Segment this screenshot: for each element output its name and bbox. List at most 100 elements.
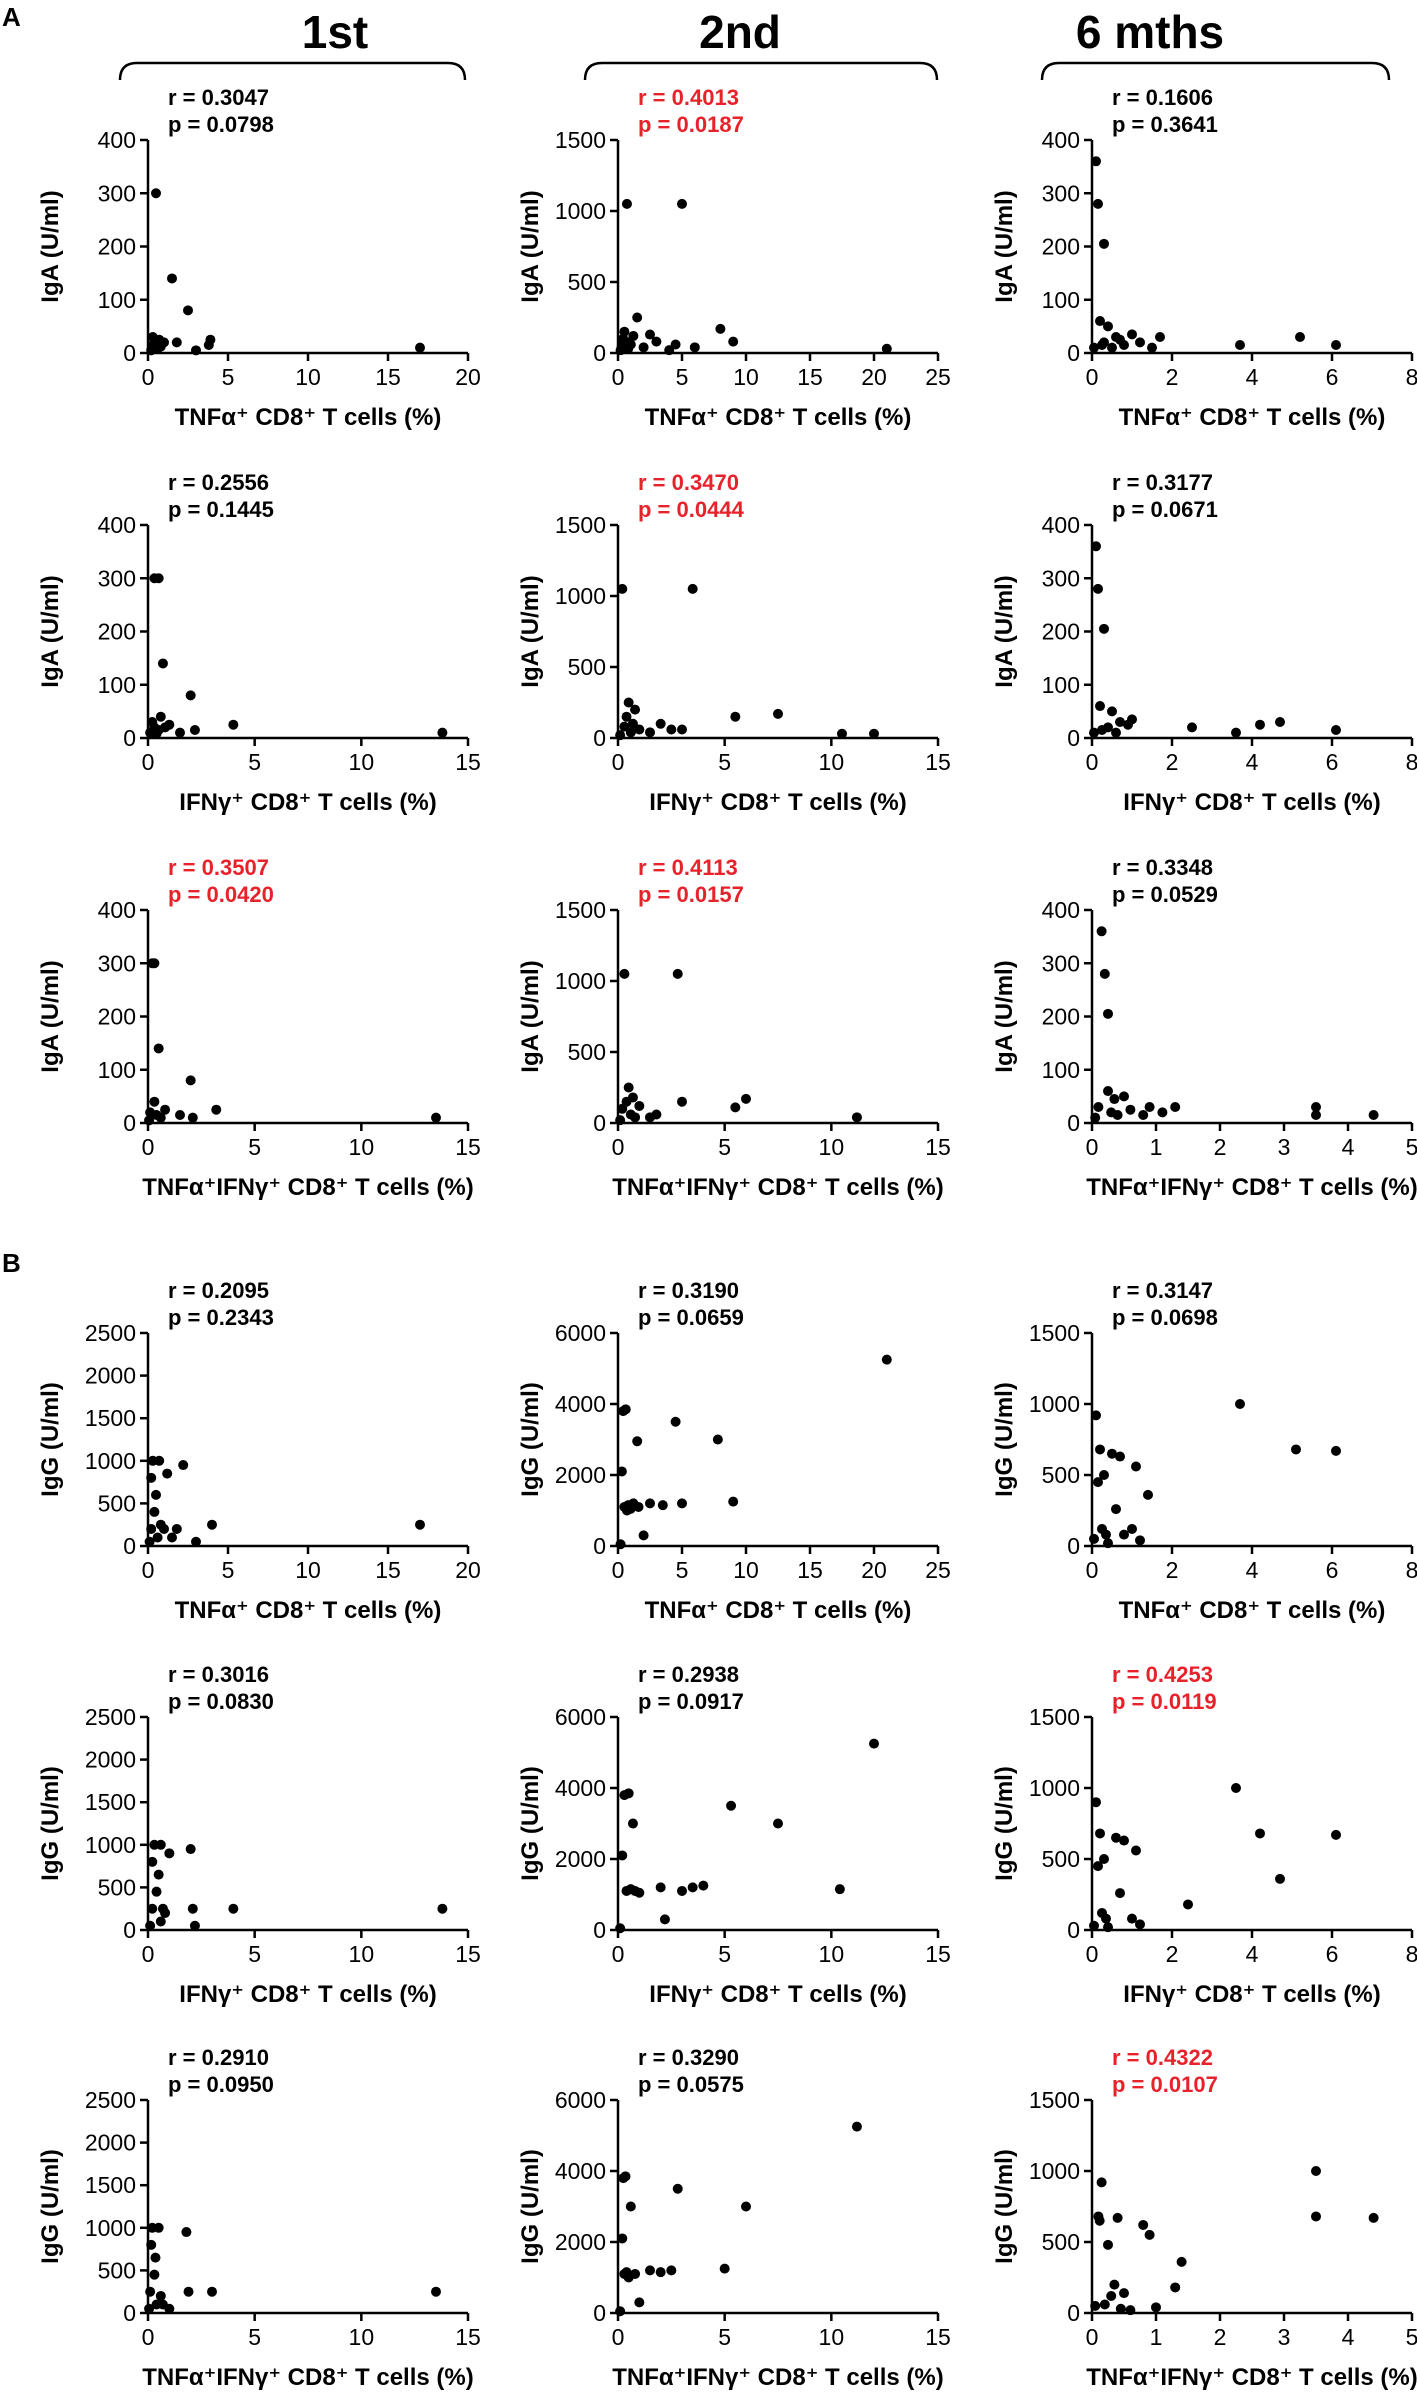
y-tick-label: 0 — [123, 1917, 136, 1943]
y-tick-label: 200 — [1042, 619, 1080, 645]
y-axis-label: IgG (U/ml) — [991, 1766, 1018, 1881]
data-point — [677, 1498, 687, 1509]
data-point — [164, 719, 175, 730]
data-point — [159, 337, 169, 348]
data-point — [621, 198, 632, 209]
data-point — [615, 1923, 626, 1934]
data-point — [1115, 1888, 1125, 1899]
x-axis-label: TNFα⁺ CD8⁺ T cells (%) — [175, 1597, 442, 1624]
y-tick-label: 1500 — [1029, 2087, 1080, 2113]
y-axis-label: IgA (U/ml) — [517, 190, 544, 302]
data-point — [1109, 2279, 1120, 2290]
correlation-r: r = 0.3177 — [1112, 470, 1213, 495]
y-tick-label: 500 — [98, 1874, 136, 1900]
y-tick-label: 2000 — [555, 2229, 606, 2255]
data-point — [617, 583, 628, 594]
correlation-r: r = 0.4113 — [638, 855, 738, 880]
data-point — [1103, 1922, 1113, 1933]
data-point — [628, 330, 639, 341]
x-tick-label: 25 — [925, 364, 951, 390]
data-point — [1331, 1445, 1341, 1456]
p-value: p = 0.0798 — [168, 112, 274, 137]
data-point — [205, 334, 216, 345]
data-point — [1131, 1461, 1141, 1472]
x-tick-label: 5 — [248, 749, 261, 775]
data-point — [167, 1532, 177, 1543]
x-tick-label: 6 — [1326, 364, 1339, 390]
data-point — [881, 1354, 892, 1365]
data-point — [620, 2171, 631, 2182]
data-point — [147, 1903, 158, 1914]
data-point — [689, 342, 700, 353]
data-point — [153, 1869, 164, 1880]
data-point — [1091, 156, 1101, 167]
y-tick-label: 500 — [1042, 1462, 1080, 1488]
x-tick-label: 5 — [676, 364, 689, 390]
x-tick-label: 0 — [612, 2324, 625, 2350]
data-point — [1125, 2305, 1136, 2316]
data-point — [1093, 198, 1103, 209]
data-point — [615, 2306, 626, 2317]
data-point — [1119, 1835, 1129, 1846]
x-axis-label: IFNγ⁺ CD8⁺ T cells (%) — [179, 789, 436, 816]
y-tick-label: 0 — [123, 340, 136, 366]
y-tick-label: 300 — [1042, 180, 1080, 206]
data-point — [615, 1539, 626, 1550]
data-point — [155, 711, 166, 722]
y-tick-label: 6000 — [555, 1320, 606, 1346]
data-point — [1095, 1828, 1105, 1839]
data-point — [207, 1519, 217, 1530]
data-point — [1176, 2256, 1187, 2267]
data-point — [659, 1914, 670, 1925]
x-axis-label: TNFα⁺IFNγ⁺ CD8⁺ T cells (%) — [612, 2364, 943, 2391]
x-tick-label: 4 — [1342, 1134, 1355, 1160]
x-tick-label: 20 — [455, 364, 481, 390]
x-tick-label: 15 — [925, 749, 951, 775]
data-point — [615, 730, 626, 741]
x-tick-label: 3 — [1278, 2324, 1291, 2350]
data-point — [1089, 342, 1099, 353]
data-point — [1112, 1110, 1123, 1121]
data-point — [619, 968, 630, 979]
x-tick-label: 0 — [1086, 364, 1099, 390]
y-tick-label: 0 — [1067, 1533, 1080, 1559]
data-point — [630, 704, 641, 715]
y-tick-label: 100 — [1042, 287, 1080, 313]
data-point — [617, 2233, 628, 2244]
data-point — [837, 728, 847, 739]
x-axis-label: IFNγ⁺ CD8⁺ T cells (%) — [649, 1981, 906, 2008]
data-point — [1311, 2166, 1321, 2176]
data-point — [1096, 926, 1107, 937]
x-axis-label: IFNγ⁺ CD8⁺ T cells (%) — [649, 789, 906, 816]
column-bracket-1st — [118, 61, 467, 81]
data-point — [153, 1043, 164, 1054]
scatter-plot-b31: 0 500 1000 1500 2000 2500 0 5 10 15 TNFα⁺IFNγ⁺ CD8… — [37, 2045, 481, 2391]
data-point — [730, 711, 741, 722]
data-point — [851, 2121, 862, 2132]
data-point — [1091, 541, 1101, 552]
x-tick-label: 8 — [1406, 1557, 1417, 1583]
data-point — [171, 337, 182, 348]
y-tick-label: 300 — [98, 565, 136, 591]
correlation-r: r = 0.3147 — [1112, 1278, 1213, 1303]
data-point — [698, 1880, 709, 1891]
y-tick-label: 1500 — [85, 2172, 136, 2198]
data-point — [1231, 1783, 1241, 1793]
y-tick-label: 0 — [1067, 1110, 1080, 1136]
column-header-1st: 1st — [302, 6, 368, 58]
x-tick-label: 5 — [222, 1557, 235, 1583]
data-point — [1119, 2288, 1129, 2299]
x-tick-label: 3 — [1278, 1134, 1291, 1160]
data-point — [1368, 2212, 1379, 2223]
data-point — [181, 2227, 192, 2238]
x-tick-label: 0 — [1086, 1134, 1099, 1160]
data-point — [175, 727, 185, 738]
data-point — [153, 573, 164, 584]
y-tick-label: 2000 — [85, 2130, 136, 2156]
data-point — [730, 1102, 741, 1113]
x-tick-label: 5 — [718, 749, 731, 775]
data-point — [1331, 340, 1341, 351]
data-point — [634, 1887, 645, 1898]
p-value: p = 0.0575 — [638, 2072, 744, 2097]
y-axis-label: IgA (U/ml) — [37, 575, 64, 687]
